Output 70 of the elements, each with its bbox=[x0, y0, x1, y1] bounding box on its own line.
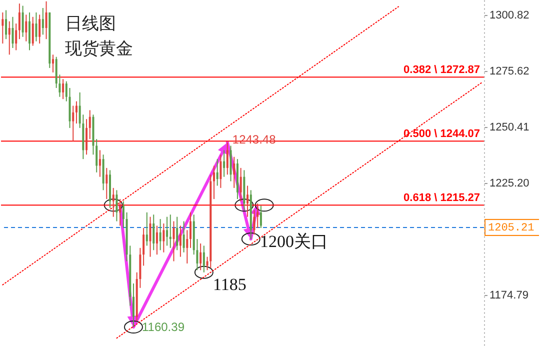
ref-line-label: 0.618 \ 1215.27 bbox=[404, 192, 480, 204]
candlestick bbox=[182, 220, 185, 253]
candlestick bbox=[22, 5, 24, 38]
candlestick bbox=[256, 202, 259, 228]
candlestick bbox=[72, 105, 74, 142]
candlestick bbox=[38, 14, 41, 44]
candlestick bbox=[98, 150, 101, 178]
candlestick bbox=[86, 118, 88, 156]
ref-line-label: 0.500 \ 1244.07 bbox=[404, 128, 480, 140]
candlestick bbox=[233, 156, 236, 188]
text: 现货黄金 bbox=[65, 39, 133, 59]
candlestick bbox=[132, 282, 134, 328]
candlestick bbox=[5, 10, 8, 40]
candlestick bbox=[32, 16, 34, 46]
candlestick bbox=[45, 0, 48, 40]
candlestick bbox=[260, 205, 262, 228]
candlestick bbox=[212, 165, 215, 200]
candlestick bbox=[106, 167, 108, 200]
candlestick bbox=[2, 12, 4, 44]
candlestick bbox=[25, 14, 28, 42]
candlestick bbox=[166, 216, 168, 246]
candlestick bbox=[75, 100, 78, 124]
candlestick bbox=[142, 227, 145, 266]
candlestick bbox=[122, 200, 124, 228]
candlestick bbox=[8, 20, 10, 56]
candlestick bbox=[28, 12, 31, 51]
annotation: 1185 bbox=[213, 275, 246, 294]
annotation: 1200关口 bbox=[260, 232, 328, 251]
candlestick bbox=[96, 138, 98, 173]
y-tick-label: 1300.82 bbox=[490, 10, 530, 22]
candlestick bbox=[119, 198, 122, 226]
candlestick bbox=[246, 185, 249, 218]
candlestick bbox=[159, 218, 162, 251]
candlestick bbox=[112, 187, 114, 218]
candlestick bbox=[12, 16, 14, 48]
y-tick-label: 1225.20 bbox=[490, 178, 530, 190]
ref-line-label: 0.382 \ 1272.87 bbox=[404, 64, 480, 76]
candlestick bbox=[156, 225, 158, 256]
candlestick bbox=[202, 245, 205, 273]
candlestick bbox=[220, 154, 222, 188]
candlestick bbox=[15, 23, 18, 51]
candlestick bbox=[152, 214, 155, 251]
candlestick bbox=[226, 142, 228, 176]
candlestick bbox=[146, 212, 148, 246]
candlestick bbox=[162, 222, 165, 253]
candlestick bbox=[223, 150, 226, 178]
candlestick bbox=[190, 212, 192, 248]
candlestick bbox=[88, 110, 91, 140]
y-tick-label: 1174.79 bbox=[490, 290, 528, 302]
candlestick bbox=[216, 158, 218, 186]
candlestick bbox=[200, 242, 202, 271]
candlestick bbox=[149, 216, 152, 258]
candlestick bbox=[172, 220, 175, 262]
y-tick-label: 1275.62 bbox=[490, 66, 530, 78]
text: 日线图 bbox=[65, 14, 116, 34]
candlestick bbox=[62, 78, 64, 100]
annotation: 1160.39 bbox=[142, 320, 185, 334]
candlestick bbox=[52, 54, 54, 73]
candlestick bbox=[18, 3, 20, 40]
y-tick-label: 1250.41 bbox=[490, 122, 530, 134]
candlestick bbox=[42, 7, 44, 36]
candlestick bbox=[176, 216, 178, 251]
ref-line-label: 1205.21 bbox=[488, 222, 535, 234]
candlestick bbox=[116, 190, 118, 222]
candlestick bbox=[35, 12, 38, 42]
candlestick bbox=[179, 225, 182, 258]
candlestick bbox=[186, 230, 188, 264]
candlestick bbox=[240, 167, 242, 202]
candlestick bbox=[65, 80, 68, 102]
candlestick bbox=[253, 210, 256, 236]
